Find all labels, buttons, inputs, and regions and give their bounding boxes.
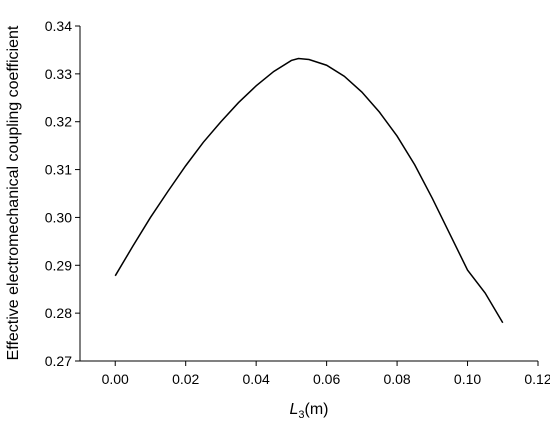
y-tick-label: 0.27 (45, 353, 72, 369)
y-tick-label: 0.33 (45, 66, 72, 82)
x-label-unit: (m) (305, 401, 329, 418)
x-label-symbol: L (289, 401, 298, 418)
y-axis-label: Effective electromechanical coupling coe… (5, 25, 22, 360)
y-tick-label: 0.30 (45, 209, 72, 225)
y-tick-label: 0.31 (45, 162, 72, 178)
x-tick-label: 0.10 (454, 371, 481, 387)
y-tick-label: 0.34 (45, 18, 72, 34)
x-tick-label: 0.00 (102, 371, 129, 387)
x-tick-label: 0.02 (172, 371, 199, 387)
x-axis-label: L3(m) (289, 401, 328, 421)
x-tick-label: 0.04 (243, 371, 270, 387)
y-tick-label: 0.28 (45, 305, 72, 321)
x-tick-label: 0.08 (383, 371, 410, 387)
x-tick-label: 0.06 (313, 371, 340, 387)
x-label-subscript: 3 (298, 409, 304, 421)
line (114, 57, 504, 324)
x-tick-label: 0.12 (524, 371, 550, 387)
y-tick-label: 0.29 (45, 257, 72, 273)
y-tick-label: 0.32 (45, 114, 72, 130)
